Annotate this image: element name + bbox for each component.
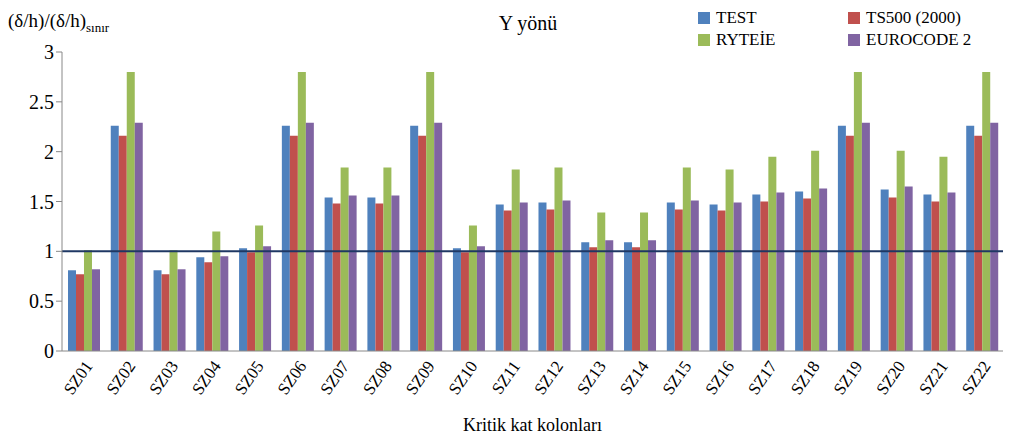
svg-text:2: 2 — [44, 141, 54, 163]
svg-text:SZ17: SZ17 — [744, 357, 781, 398]
svg-text:Kritik kat kolonları: Kritik kat kolonları — [463, 415, 602, 435]
svg-text:SZ21: SZ21 — [915, 357, 952, 398]
svg-text:0: 0 — [44, 340, 54, 362]
svg-text:SZ10: SZ10 — [445, 357, 482, 398]
svg-text:2.5: 2.5 — [29, 91, 54, 113]
svg-text:1.5: 1.5 — [29, 191, 54, 213]
svg-text:SZ01: SZ01 — [60, 357, 97, 398]
svg-text:SZ11: SZ11 — [488, 357, 524, 398]
svg-text:SZ15: SZ15 — [659, 357, 696, 398]
svg-text:SZ07: SZ07 — [316, 357, 353, 398]
html-text:TS500 (2000): TS500 (2000) — [866, 8, 961, 27]
svg-text:1: 1 — [44, 240, 54, 262]
svg-text:SZ19: SZ19 — [830, 357, 867, 398]
svg-text:SZ04: SZ04 — [188, 357, 225, 398]
svg-text:SZ14: SZ14 — [616, 357, 653, 398]
html-text:(δ/h)/(δ/h)sınır: (δ/h)/(δ/h)sınır — [8, 10, 110, 35]
svg-text:SZ13: SZ13 — [573, 357, 610, 398]
svg-text:SZ20: SZ20 — [873, 357, 910, 398]
svg-text:SZ12: SZ12 — [530, 357, 567, 398]
html-text:RYTEİE: RYTEİE — [716, 30, 776, 49]
svg-text:SZ03: SZ03 — [145, 357, 182, 398]
html-text:Y yönü: Y yönü — [498, 12, 558, 34]
html-text:EUROCODE 2: EUROCODE 2 — [866, 30, 972, 49]
svg-text:3: 3 — [44, 41, 54, 63]
svg-text:SZ08: SZ08 — [359, 357, 396, 398]
html-text:TEST: TEST — [716, 8, 757, 27]
svg-text:SZ02: SZ02 — [103, 357, 140, 398]
svg-text:SZ18: SZ18 — [787, 357, 824, 398]
svg-text:SZ22: SZ22 — [958, 357, 995, 398]
svg-text:0.5: 0.5 — [29, 290, 54, 312]
svg-text:SZ05: SZ05 — [231, 357, 268, 398]
svg-text:SZ09: SZ09 — [402, 357, 439, 398]
svg-text:SZ16: SZ16 — [701, 357, 738, 398]
svg-text:SZ06: SZ06 — [274, 357, 311, 398]
